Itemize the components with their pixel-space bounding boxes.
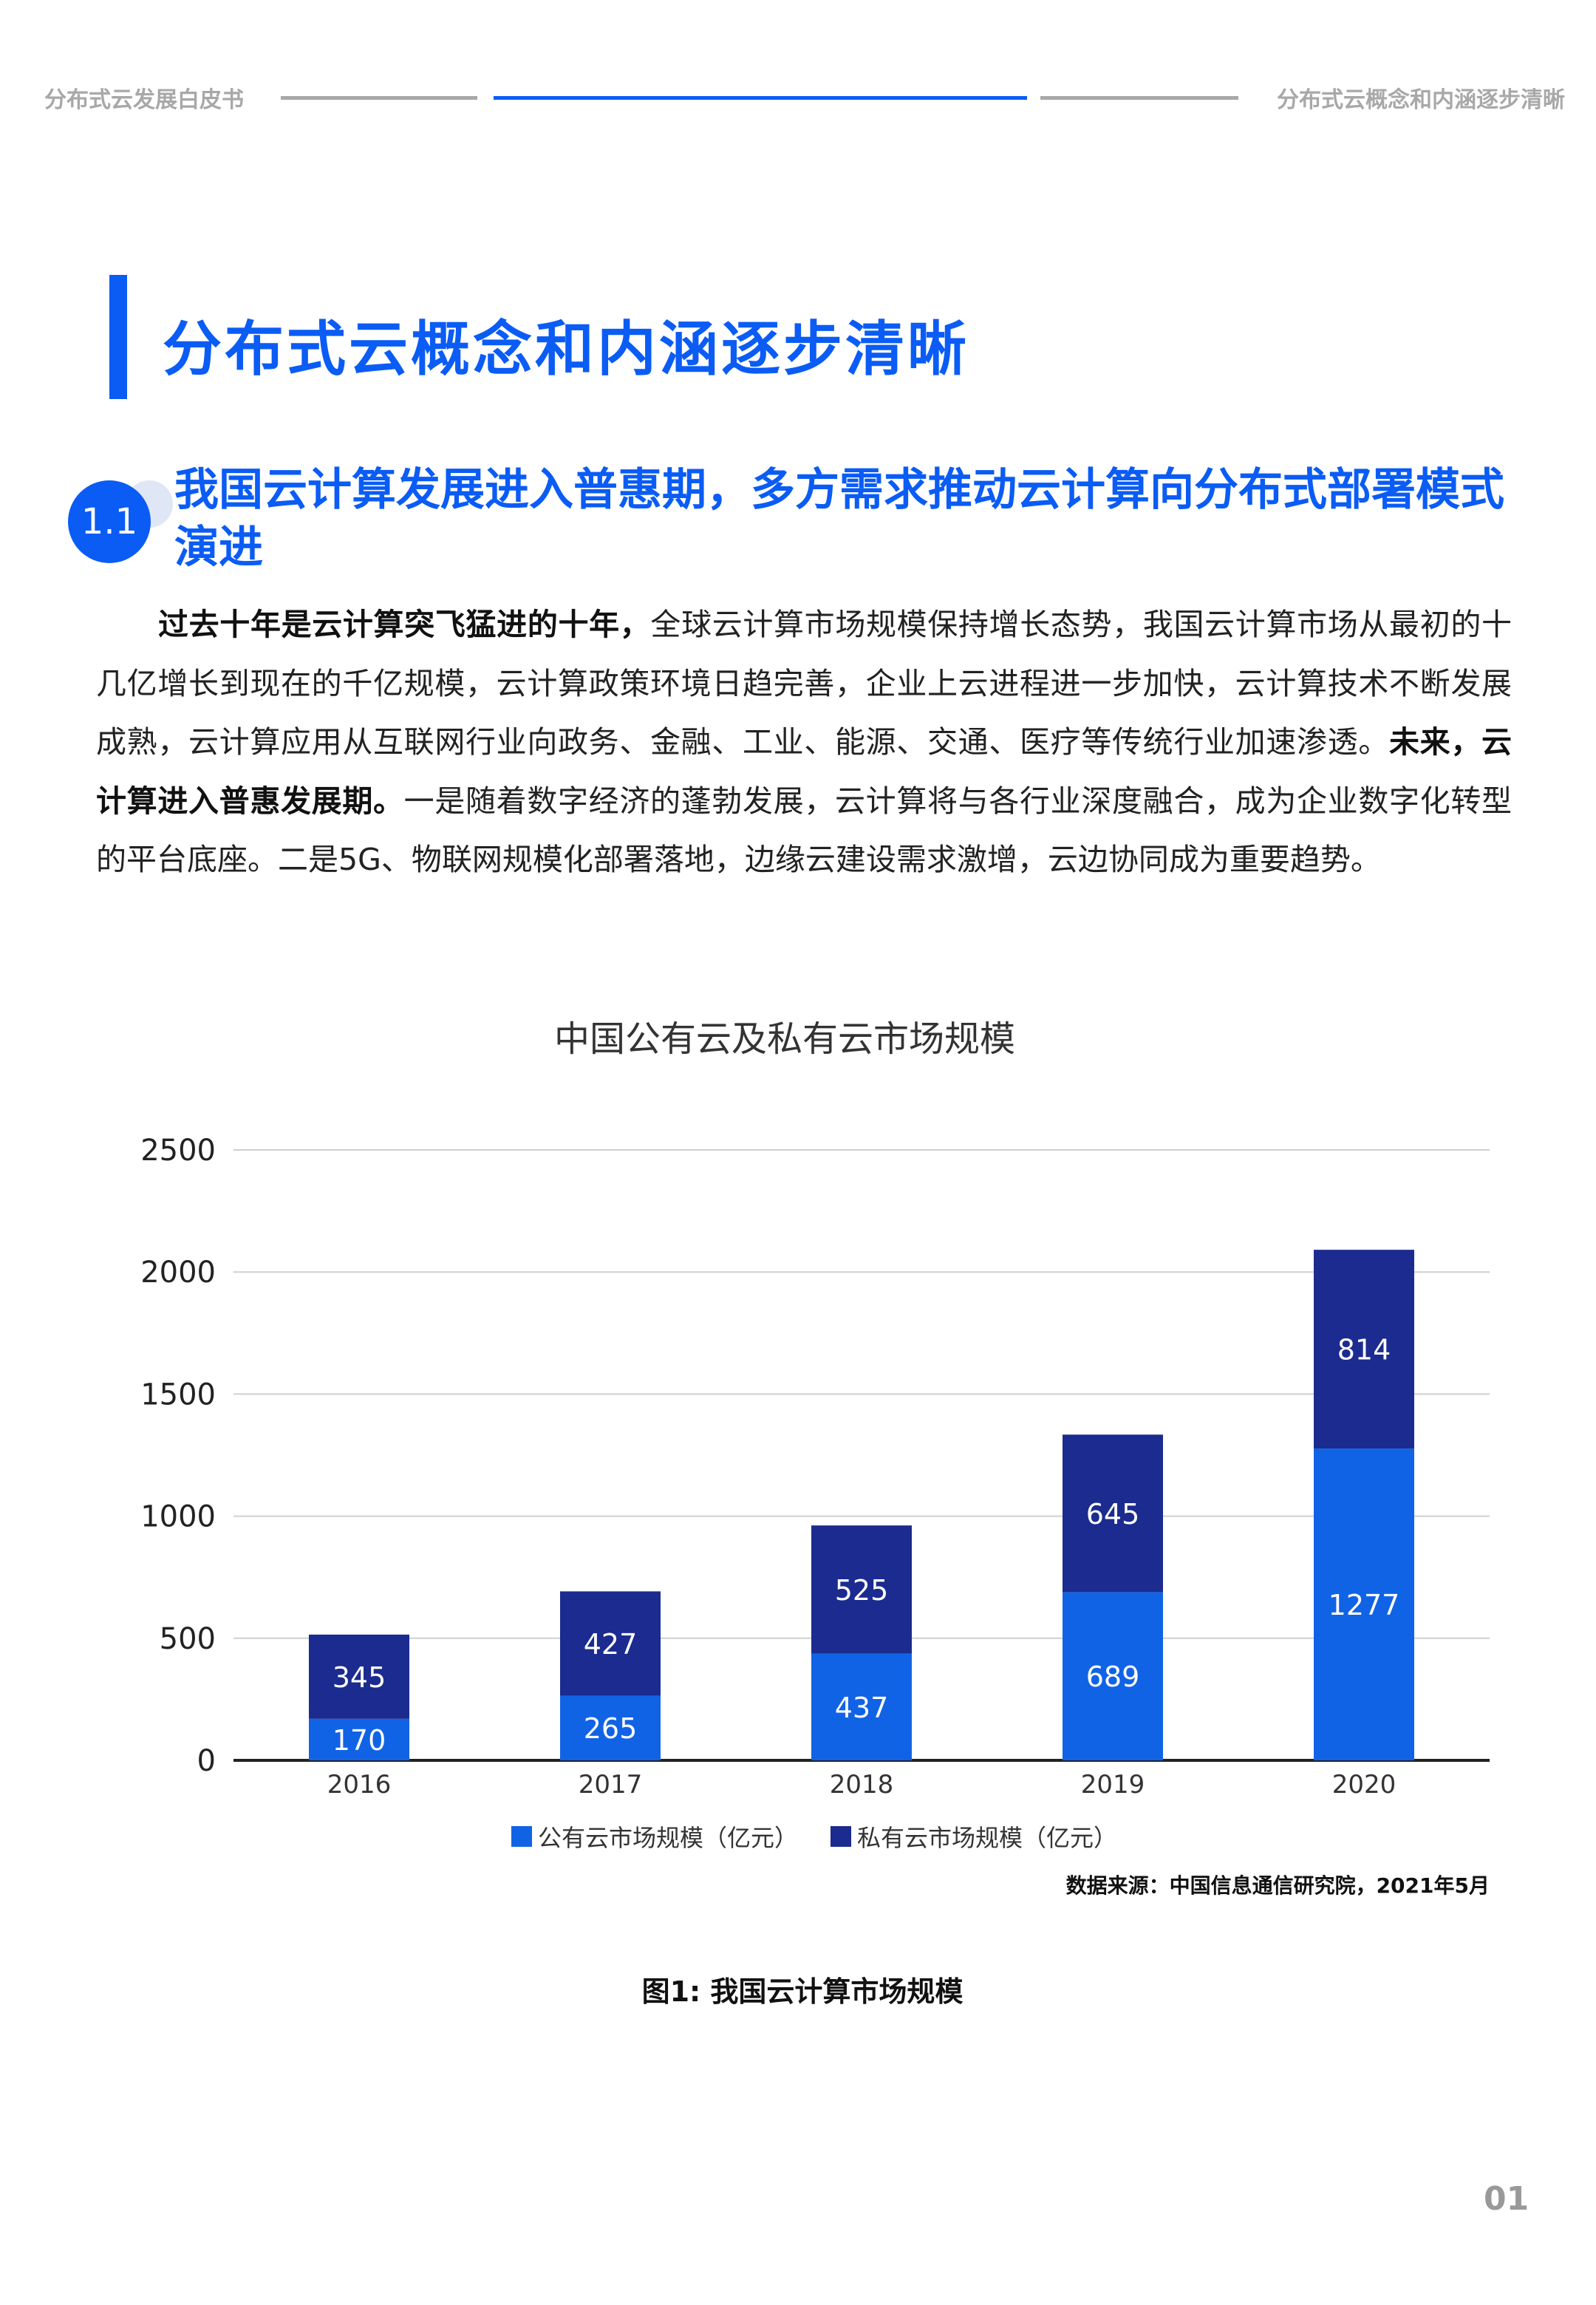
y-tick-label: 1000 xyxy=(140,1500,216,1534)
x-tick-label: 2017 xyxy=(579,1770,643,1800)
bar-private xyxy=(1063,1434,1163,1593)
header-right: 分布式云概念和内涵逐步清晰 xyxy=(1277,87,1565,113)
data-label: 265 xyxy=(584,1712,638,1745)
body-text-1: 全球云计算市场规模保持增长态势，我国云计算市场从最初的十几亿增长到现在的千亿规模… xyxy=(96,607,1513,760)
data-label: 427 xyxy=(584,1628,638,1661)
header-divider xyxy=(281,96,477,100)
x-tick-label: 2018 xyxy=(830,1770,894,1800)
data-label: 645 xyxy=(1086,1498,1140,1531)
bar-public xyxy=(560,1695,661,1760)
legend-swatch-public xyxy=(511,1826,532,1847)
legend-label-public: 公有云市场规模（亿元） xyxy=(538,1824,799,1852)
y-tick-label: 2500 xyxy=(140,1134,216,1168)
data-label: 525 xyxy=(835,1574,889,1607)
data-label: 170 xyxy=(332,1724,386,1757)
y-tick-label: 0 xyxy=(197,1744,216,1778)
legend-swatch-private xyxy=(831,1826,851,1847)
page-number: 01 xyxy=(1484,2180,1530,2218)
section-number-badge: 1.1 xyxy=(68,480,151,563)
y-tick-label: 500 xyxy=(160,1622,216,1656)
data-label: 689 xyxy=(1086,1661,1140,1693)
bar-private xyxy=(1314,1250,1414,1449)
bar-public xyxy=(811,1653,912,1760)
x-tick-label: 2019 xyxy=(1081,1770,1145,1800)
data-label: 345 xyxy=(332,1661,386,1694)
legend-label-private: 私有云市场规模（亿元） xyxy=(857,1824,1118,1852)
header-left: 分布式云发展白皮书 xyxy=(44,87,244,113)
x-tick-label: 2020 xyxy=(1332,1770,1396,1800)
page-title: 分布式云概念和内涵逐步清晰 xyxy=(163,315,969,384)
body-bold-1: 过去十年是云计算突飞猛进的十年， xyxy=(158,607,651,642)
data-label: 437 xyxy=(835,1692,889,1724)
header-divider-accent xyxy=(494,96,1027,100)
data-source: 数据来源：中国信息通信研究院，2021年5月 xyxy=(1065,1873,1490,1898)
legend-item-private: 私有云市场规模（亿元） xyxy=(831,1819,1117,1853)
y-tick-label: 1500 xyxy=(140,1378,216,1412)
bar-public xyxy=(309,1718,409,1760)
data-label: 1277 xyxy=(1329,1589,1400,1621)
body-text: 过去十年是云计算突飞猛进的十年，全球云计算市场规模保持增长态势，我国云计算市场从… xyxy=(96,596,1512,890)
figure-caption: 图1: 我国云计算市场规模 xyxy=(641,1975,964,2008)
body-text-2: 一是随着数字经济的蓬勃发展，云计算将与各行业深度融合，成为企业数字化转型的平台底… xyxy=(96,783,1513,878)
title-accent-bar xyxy=(109,275,127,399)
chart-title: 中国公有云及私有云市场规模 xyxy=(553,1018,1015,1060)
bar-public xyxy=(1314,1448,1414,1760)
body-bold-2: 未来，云计算进入普惠发展期。 xyxy=(96,724,1512,819)
legend-item-public: 公有云市场规模（亿元） xyxy=(511,1819,798,1853)
x-tick-label: 2016 xyxy=(327,1770,392,1800)
header-divider xyxy=(1040,96,1238,100)
bar-public xyxy=(1063,1592,1163,1760)
bar-private xyxy=(560,1591,661,1696)
bar-private xyxy=(811,1525,912,1654)
data-label: 814 xyxy=(1337,1334,1391,1366)
y-tick-label: 2000 xyxy=(140,1256,216,1290)
bar-private xyxy=(309,1634,409,1719)
section-title: 我国云计算发展进入普惠期，多方需求推动云计算向分布式部署模式演进 xyxy=(174,464,1504,573)
